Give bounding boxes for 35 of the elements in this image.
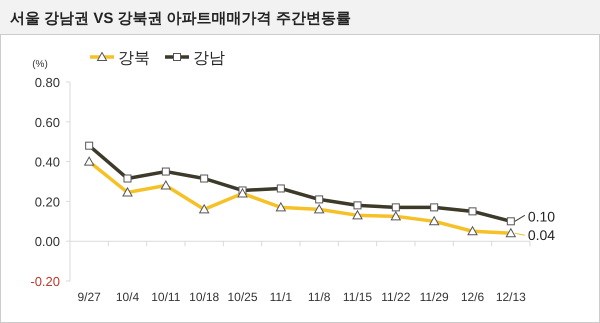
y-axis-title: (%) [32,59,48,70]
legend-label: 강남 [193,50,225,67]
x-tick-label: 11/8 [308,290,331,304]
point [506,217,515,226]
x-tick-label: 9/27 [77,290,102,304]
point [200,174,208,183]
legend-label: 강북 [118,50,150,67]
y-tick-label: 0.80 [34,75,60,90]
y-tick-label: 0.00 [34,234,60,250]
point [85,142,94,150]
data-label: 0.10 [528,208,556,224]
point [354,201,362,210]
point [315,195,324,204]
x-tick-label: 10/25 [227,290,258,304]
x-tick-label: 11/22 [381,290,411,304]
y-tick-label: 0.40 [34,154,60,170]
x-tick-label: 12/13 [496,290,526,304]
data-label: 0.04 [528,227,556,244]
x-tick-label: 10/18 [189,290,220,304]
x-tick-label: 11/15 [342,290,372,304]
point [392,203,400,212]
point [468,207,476,216]
chart-title: 서울 강남권 VS 강북권 아파트매매가격 주간변동률 [10,10,351,27]
x-tick-label: 11/1 [270,290,292,304]
x-tick-label: 10/11 [151,290,181,304]
x-tick-label: 11/29 [420,290,450,304]
y-tick-label: 0.20 [34,194,60,210]
y-tick-label: -0.20 [30,274,60,289]
x-tick-label: 10/4 [116,290,140,304]
point [430,203,438,212]
point [276,184,285,192]
point [124,174,132,183]
y-tick-label: 0.60 [34,114,60,130]
x-tick-label: 12/6 [460,290,484,304]
point [162,168,170,176]
